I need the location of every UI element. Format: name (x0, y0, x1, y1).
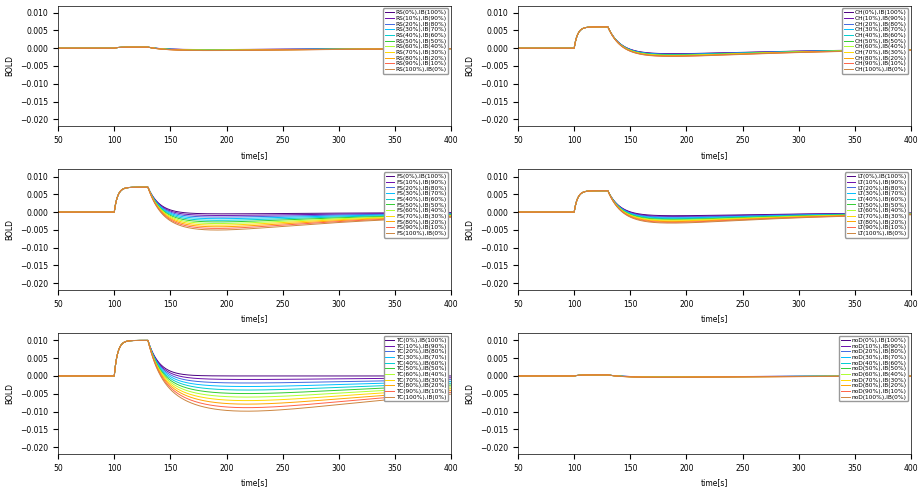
Y-axis label: BOLD: BOLD (466, 219, 474, 241)
X-axis label: time[s]: time[s] (701, 151, 728, 160)
Legend: CH(0%),IB(100%), CH(10%),IB(90%), CH(20%),IB(80%), CH(30%),IB(70%), CH(40%),IB(6: CH(0%),IB(100%), CH(10%),IB(90%), CH(20%… (842, 8, 908, 74)
Legend: noD(0%),IB(100%), noD(10%),IB(90%), noD(20%),IB(80%), noD(30%),IB(70%), noD(40%): noD(0%),IB(100%), noD(10%),IB(90%), noD(… (839, 336, 908, 401)
X-axis label: time[s]: time[s] (241, 151, 268, 160)
Y-axis label: BOLD: BOLD (6, 56, 15, 76)
X-axis label: time[s]: time[s] (701, 478, 728, 488)
Legend: LT(0%),IB(100%), LT(10%),IB(90%), LT(20%),IB(80%), LT(30%),IB(70%), LT(40%),IB(6: LT(0%),IB(100%), LT(10%),IB(90%), LT(20%… (845, 173, 908, 238)
Y-axis label: BOLD: BOLD (6, 383, 15, 404)
Legend: TC(0%),IB(100%), TC(10%),IB(90%), TC(20%),IB(80%), TC(30%),IB(70%), TC(40%),IB(6: TC(0%),IB(100%), TC(10%),IB(90%), TC(20%… (383, 336, 448, 401)
X-axis label: time[s]: time[s] (241, 315, 268, 323)
Y-axis label: BOLD: BOLD (6, 219, 15, 241)
Y-axis label: BOLD: BOLD (466, 383, 474, 404)
Legend: RS(0%),IB(100%), RS(10%),IB(90%), RS(20%),IB(80%), RS(30%),IB(70%), RS(40%),IB(6: RS(0%),IB(100%), RS(10%),IB(90%), RS(20%… (383, 8, 448, 74)
Y-axis label: BOLD: BOLD (466, 56, 474, 76)
Legend: FS(0%),IB(100%), FS(10%),IB(90%), FS(20%),IB(80%), FS(30%),IB(70%), FS(40%),IB(6: FS(0%),IB(100%), FS(10%),IB(90%), FS(20%… (384, 173, 448, 238)
X-axis label: time[s]: time[s] (241, 478, 268, 488)
X-axis label: time[s]: time[s] (701, 315, 728, 323)
